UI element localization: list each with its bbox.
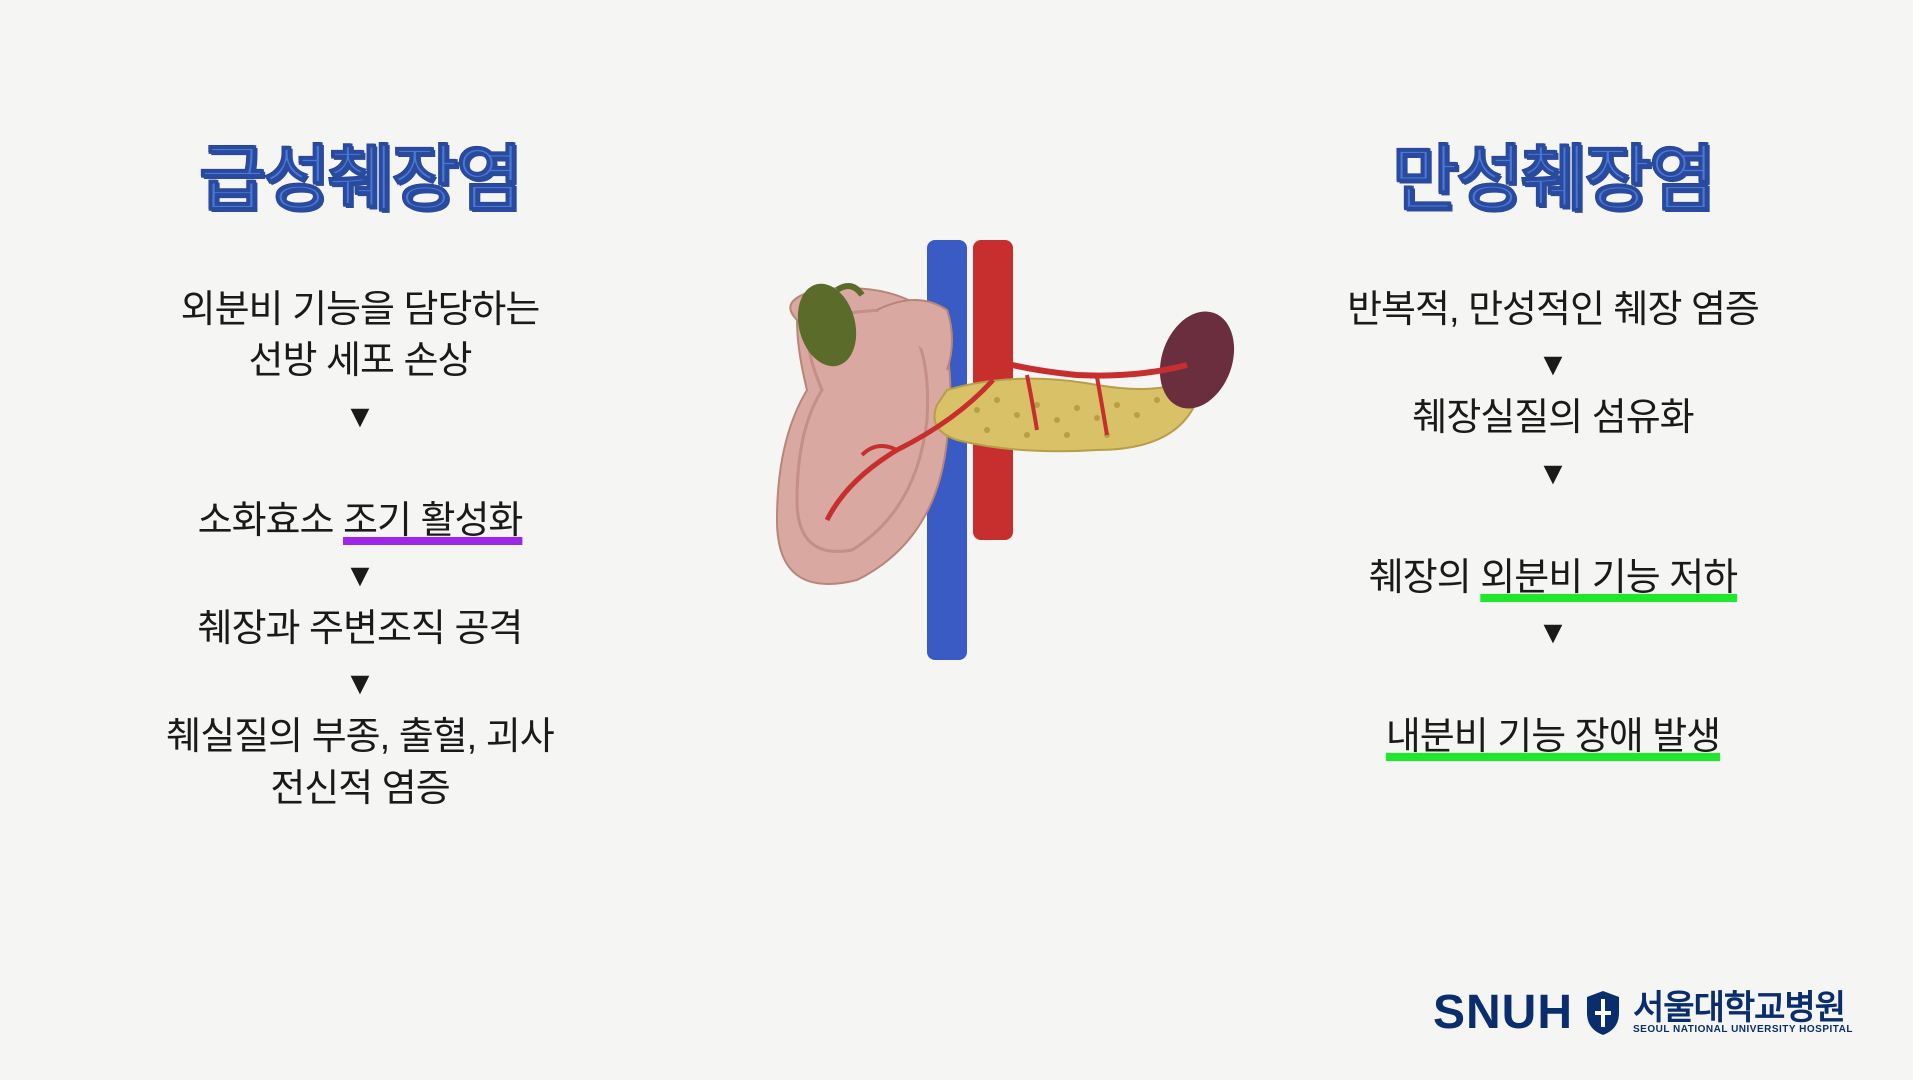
- arrow-icon: ▼: [1537, 455, 1569, 492]
- left-column: 급성췌장염 외분비 기능을 담당하는 선방 세포 손상 ▼ 소화효소 조기 활성…: [60, 120, 660, 815]
- logo-english: SEOUL NATIONAL UNIVERSITY HOSPITAL: [1633, 1024, 1853, 1035]
- left-item-1: 외분비 기능을 담당하는 선방 세포 손상: [181, 285, 540, 388]
- hospital-logo: SNUH 서울대학교병원 SEOUL NATIONAL UNIVERSITY H…: [1433, 985, 1853, 1040]
- arrow-icon: ▼: [344, 557, 376, 594]
- right-item-3-ul: 외분비 기능 저하: [1480, 557, 1737, 599]
- left-item-4: 췌실질의 부종, 출혈, 괴사 전신적 염증: [166, 712, 553, 815]
- logo-acronym: SNUH: [1433, 985, 1573, 1040]
- center-illustration: [667, 240, 1247, 660]
- slide-container: 급성췌장염 외분비 기능을 담당하는 선방 세포 손상 ▼ 소화효소 조기 활성…: [0, 0, 1913, 1080]
- right-item-3: 췌장의 외분비 기능 저하: [1369, 502, 1737, 605]
- right-column: 만성췌장염 반복적, 만성적인 췌장 염증 ▼ 췌장실질의 섬유화 ▼ 췌장의 …: [1253, 120, 1853, 764]
- logo-korean: 서울대학교병원: [1633, 990, 1853, 1027]
- arrow-icon: ▼: [1537, 346, 1569, 383]
- right-item-2: 췌장실질의 섬유화: [1412, 393, 1693, 444]
- left-item-2: 소화효소 조기 활성화: [198, 445, 523, 548]
- right-heading: 만성췌장염: [1392, 120, 1713, 225]
- arrow-icon: ▼: [344, 398, 376, 435]
- left-item-2-pre: 소화효소: [198, 500, 343, 542]
- left-item-2-ul: 조기 활성화: [343, 500, 522, 542]
- right-item-4-ul: 내분비 기능 장애 발생: [1386, 716, 1720, 758]
- logo-text: 서울대학교병원 SEOUL NATIONAL UNIVERSITY HOSPIT…: [1633, 990, 1853, 1034]
- right-item-3-pre: 췌장의: [1369, 557, 1480, 599]
- arrow-icon: ▼: [344, 665, 376, 702]
- pancreas-anatomy-icon: [677, 240, 1237, 660]
- right-item-1: 반복적, 만성적인 췌장 염증: [1347, 285, 1759, 336]
- right-item-4: 내분비 기능 장애 발생: [1386, 661, 1720, 764]
- left-item-3: 췌장과 주변조직 공격: [198, 604, 523, 655]
- left-heading: 급성췌장염: [199, 120, 520, 225]
- shield-icon: [1583, 989, 1623, 1037]
- arrow-icon: ▼: [1537, 614, 1569, 651]
